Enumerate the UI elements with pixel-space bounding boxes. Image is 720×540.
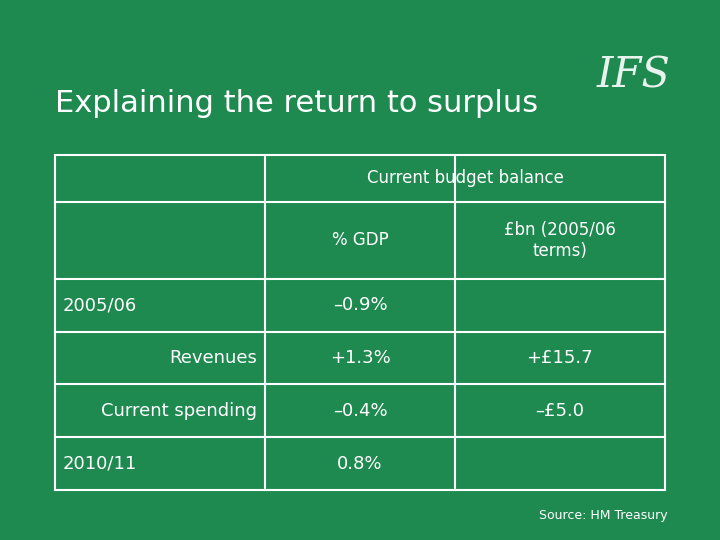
Text: 2010/11: 2010/11 <box>63 455 138 472</box>
Text: –0.4%: –0.4% <box>333 402 387 420</box>
Text: Current spending: Current spending <box>102 402 258 420</box>
Text: 0.8%: 0.8% <box>337 455 383 472</box>
Text: £bn (2005/06
terms): £bn (2005/06 terms) <box>504 221 616 260</box>
Bar <box>55 155 665 490</box>
Text: –0.9%: –0.9% <box>333 296 387 314</box>
Text: Source: HM Treasury: Source: HM Treasury <box>539 509 668 522</box>
Text: +1.3%: +1.3% <box>330 349 390 367</box>
Text: IFS: IFS <box>596 55 670 97</box>
Text: +£15.7: +£15.7 <box>526 349 593 367</box>
Text: Revenues: Revenues <box>170 349 258 367</box>
Text: % GDP: % GDP <box>332 231 388 249</box>
Text: Current budget balance: Current budget balance <box>366 170 564 187</box>
Text: –£5.0: –£5.0 <box>535 402 584 420</box>
Text: 2005/06: 2005/06 <box>63 296 138 314</box>
Text: Explaining the return to surplus: Explaining the return to surplus <box>55 89 538 118</box>
